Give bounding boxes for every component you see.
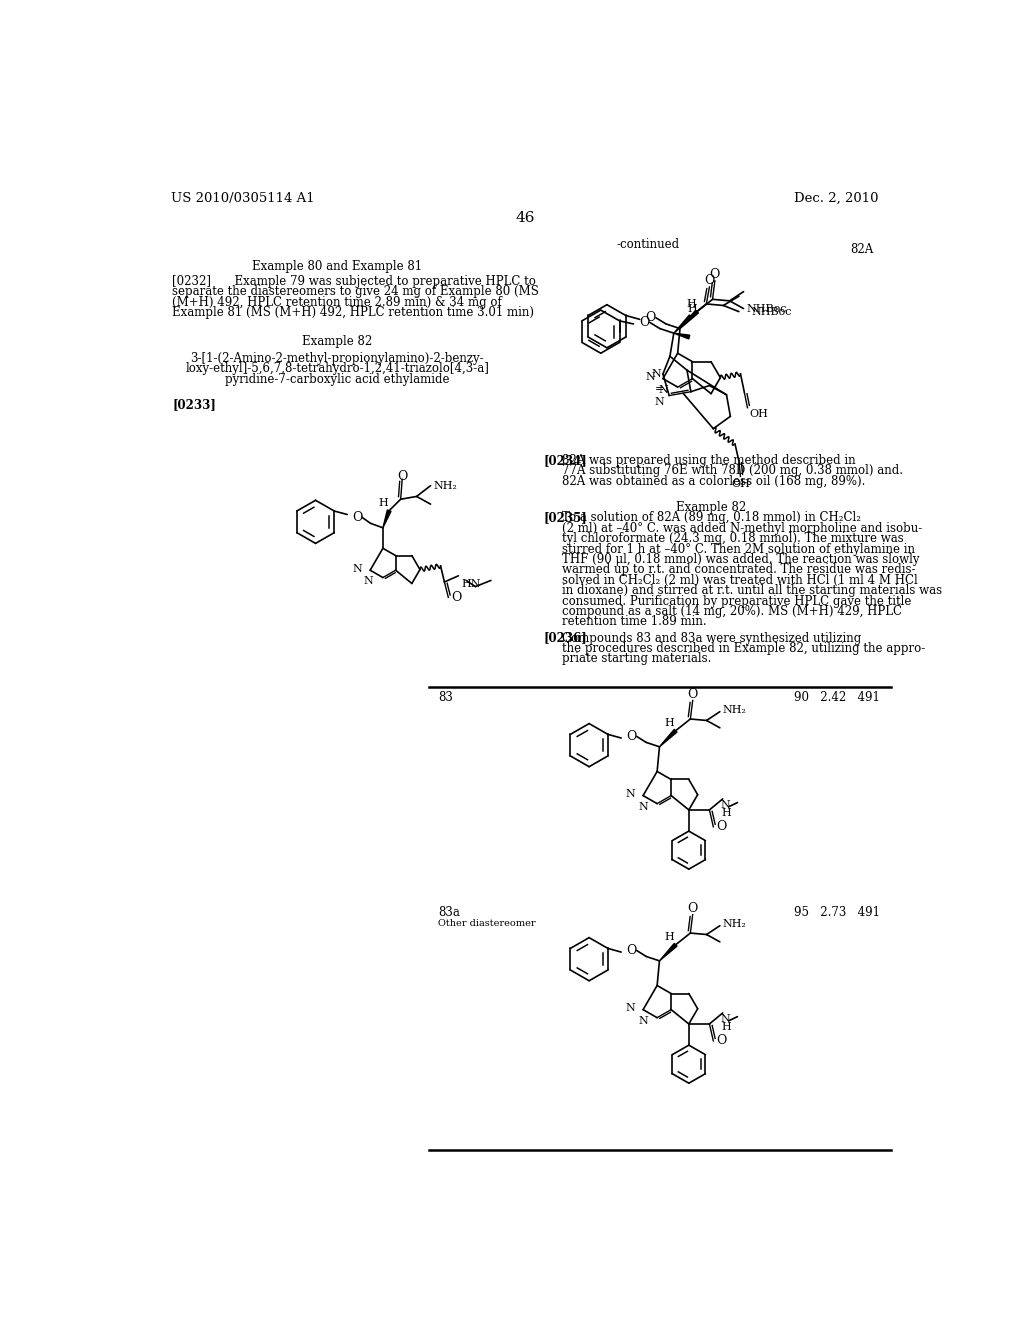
Text: N: N (626, 789, 635, 799)
Text: O: O (627, 944, 637, 957)
Text: H: H (665, 718, 675, 729)
Text: (M+H) 492, HPLC retention time 2.89 min) & 34 mg of: (M+H) 492, HPLC retention time 2.89 min)… (172, 296, 502, 309)
Text: Example 82: Example 82 (302, 335, 373, 348)
Text: OH: OH (731, 479, 750, 490)
Text: H: H (686, 298, 695, 309)
Text: O: O (639, 315, 649, 329)
Text: [0235]: [0235] (544, 511, 587, 524)
Text: Example 80 and Example 81: Example 80 and Example 81 (252, 260, 422, 273)
Text: 95   2.73   491: 95 2.73 491 (794, 907, 880, 920)
Text: separate the diastereomers to give 24 mg of Example 80 (MS: separate the diastereomers to give 24 mg… (172, 285, 539, 298)
Text: Compounds 83 and 83a were synthesized utilizing: Compounds 83 and 83a were synthesized ut… (562, 631, 861, 644)
Text: [0234]: [0234] (544, 454, 587, 467)
Polygon shape (674, 315, 692, 333)
Text: 90   2.42   491: 90 2.42 491 (794, 690, 880, 704)
Text: loxy-ethyl]-5,6,7,8-tetrahydro-1,2,41-triazolo[4,3-a]: loxy-ethyl]-5,6,7,8-tetrahydro-1,2,41-tr… (185, 363, 489, 375)
Text: O: O (717, 1035, 727, 1047)
Text: N: N (364, 576, 374, 586)
Text: H: H (721, 808, 731, 818)
Text: OH: OH (749, 409, 768, 418)
Text: stirred for 1 h at –40° C. Then 2M solution of ethylamine in: stirred for 1 h at –40° C. Then 2M solut… (562, 543, 915, 556)
Text: N: N (352, 564, 362, 574)
Text: NH₂: NH₂ (433, 480, 458, 491)
Text: O: O (645, 312, 655, 325)
Text: NH₂: NH₂ (723, 705, 746, 715)
Text: H: H (687, 304, 697, 314)
Text: consumed. Purification by preparative HPLC gave the title: consumed. Purification by preparative HP… (562, 594, 911, 607)
Text: N: N (721, 1014, 731, 1024)
Text: 82A: 82A (850, 243, 873, 256)
Text: O: O (687, 688, 698, 701)
Text: To a solution of 82A (89 mg, 0.18 mmol) in CH₂Cl₂: To a solution of 82A (89 mg, 0.18 mmol) … (562, 511, 861, 524)
Text: pyridine-7-carboxylic acid ethylamide: pyridine-7-carboxylic acid ethylamide (225, 372, 450, 385)
Text: US 2010/0305114 A1: US 2010/0305114 A1 (171, 191, 314, 205)
Text: tyl chloroformate (24.3 mg, 0.18 mmol). The mixture was: tyl chloroformate (24.3 mg, 0.18 mmol). … (562, 532, 904, 545)
Text: H: H (721, 1022, 731, 1032)
Text: O: O (705, 275, 715, 288)
Text: H: H (665, 932, 675, 942)
Text: 82A was prepared using the method described in: 82A was prepared using the method descri… (562, 454, 856, 467)
Text: HN: HN (462, 578, 481, 589)
Text: Example 81 (MS (M+H) 492, HPLC retention time 3.01 min): Example 81 (MS (M+H) 492, HPLC retention… (172, 306, 535, 319)
Text: O: O (452, 591, 462, 603)
Text: retention time 1.89 min.: retention time 1.89 min. (562, 615, 707, 628)
Text: Dec. 2, 2010: Dec. 2, 2010 (795, 191, 879, 205)
Text: THF (90 μl, 0.18 mmol) was added. The reaction was slowly: THF (90 μl, 0.18 mmol) was added. The re… (562, 553, 920, 566)
Text: NHBoc: NHBoc (746, 304, 787, 314)
Text: O: O (687, 902, 698, 915)
Text: solved in CH₂Cl₂ (2 ml) was treated with HCl (1 ml 4 M HCl: solved in CH₂Cl₂ (2 ml) was treated with… (562, 574, 918, 587)
Text: -continued: -continued (616, 238, 679, 251)
Text: N: N (638, 801, 648, 812)
Text: N: N (652, 370, 662, 379)
Text: (2 ml) at –40° C. was added N-methyl morpholine and isobu-: (2 ml) at –40° C. was added N-methyl mor… (562, 521, 923, 535)
Text: Other diastereomer: Other diastereomer (438, 919, 536, 928)
Text: O: O (710, 268, 720, 281)
Text: 83: 83 (438, 690, 453, 704)
Polygon shape (383, 510, 391, 528)
Text: NHBoc: NHBoc (752, 306, 792, 317)
Text: O: O (352, 511, 362, 524)
Polygon shape (674, 333, 690, 339)
Text: O: O (717, 820, 727, 833)
Text: O: O (397, 470, 408, 483)
Text: O: O (627, 730, 637, 743)
Text: [0233]: [0233] (172, 399, 216, 412)
Text: 3-[1-(2-Amino-2-methyl-propionylamino)-2-benzy-: 3-[1-(2-Amino-2-methyl-propionylamino)-2… (190, 352, 484, 366)
Text: 83a: 83a (438, 907, 460, 920)
Text: Example 82: Example 82 (676, 500, 745, 513)
Text: =: = (655, 384, 665, 395)
Text: H: H (378, 498, 388, 508)
Text: the procedures described in Example 82, utilizing the appro-: the procedures described in Example 82, … (562, 642, 926, 655)
Text: N: N (658, 385, 669, 395)
Text: in dioxane) and stirred at r.t. until all the starting materials was: in dioxane) and stirred at r.t. until al… (562, 585, 942, 597)
Text: N: N (655, 397, 665, 407)
Text: N: N (638, 1016, 648, 1026)
Text: [0232]  Example 79 was subjected to preparative HPLC to: [0232] Example 79 was subjected to prepa… (172, 275, 536, 288)
Text: compound as a salt (14 mg, 20%). MS (M+H) 429, HPLC: compound as a salt (14 mg, 20%). MS (M+H… (562, 605, 902, 618)
Polygon shape (659, 944, 677, 961)
Text: 77A substituting 76E with 78D (200 mg, 0.38 mmol) and.: 77A substituting 76E with 78D (200 mg, 0… (562, 465, 903, 477)
Text: priate starting materials.: priate starting materials. (562, 652, 712, 665)
Text: [0236]: [0236] (544, 631, 587, 644)
Text: N: N (645, 372, 655, 381)
Text: NH₂: NH₂ (723, 919, 746, 929)
Polygon shape (659, 730, 677, 747)
Text: N: N (721, 800, 731, 810)
Text: 82A was obtained as a colorless oil (168 mg, 89%).: 82A was obtained as a colorless oil (168… (562, 474, 865, 487)
Polygon shape (680, 310, 698, 329)
Text: 46: 46 (515, 211, 535, 226)
Text: N: N (626, 1003, 635, 1012)
Text: warmed up to r.t. and concentrated. The residue was redis-: warmed up to r.t. and concentrated. The … (562, 564, 915, 577)
